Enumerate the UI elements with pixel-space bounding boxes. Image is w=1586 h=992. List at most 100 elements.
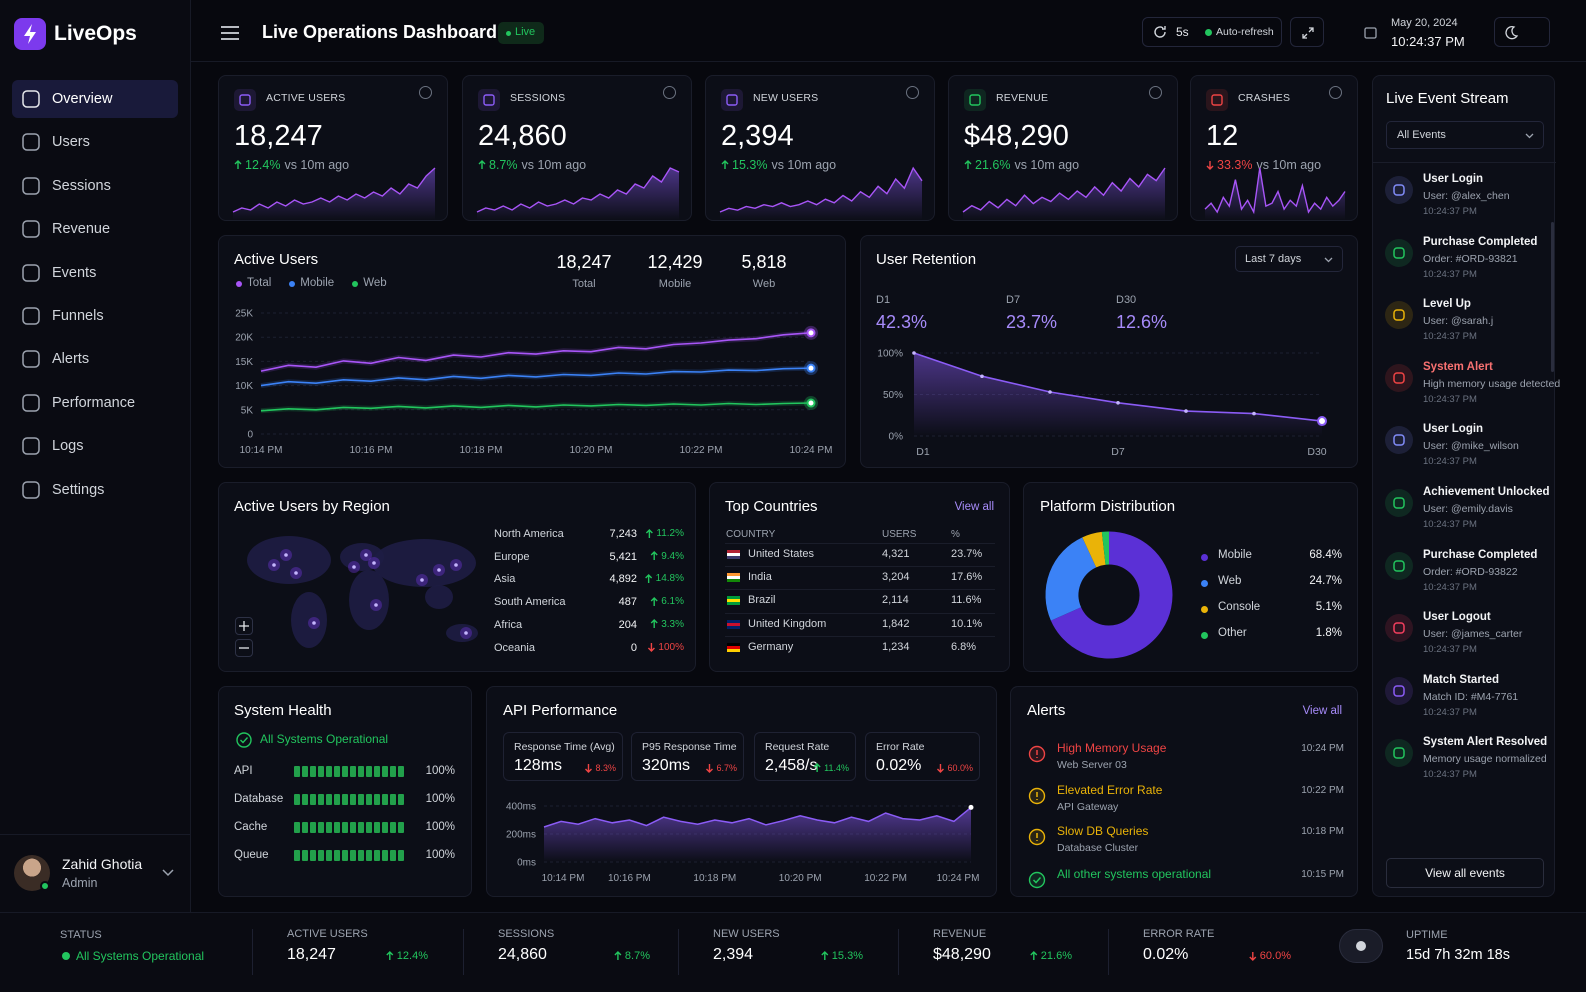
view-all-events-button[interactable]: View all events xyxy=(1386,858,1544,888)
card: Alerts View all High Memory Usage Web Serve… xyxy=(1010,686,1358,897)
event-icon xyxy=(1385,551,1413,580)
hotspot xyxy=(420,578,424,582)
hotspot xyxy=(464,631,468,635)
nav-item[interactable]: Logs xyxy=(12,427,178,465)
nav-icon xyxy=(22,437,40,455)
change-value: 21.6% xyxy=(1040,950,1072,962)
chart-canvas xyxy=(1028,745,1046,763)
country-cell: 10.1% xyxy=(951,617,983,630)
x-tick-label: 10:14 PM xyxy=(542,873,585,884)
region-name: Europe xyxy=(494,550,530,563)
change: 9.4% xyxy=(650,551,684,562)
alert-icon-mark xyxy=(1032,876,1042,884)
zoom-button[interactable] xyxy=(235,617,253,635)
chart-canvas xyxy=(239,647,249,649)
range-dropdown[interactable]: Last 7 days xyxy=(1235,246,1343,272)
refresh-interval: 5s xyxy=(1176,25,1189,39)
trend-arrow xyxy=(964,160,972,169)
calendar-icon xyxy=(1364,27,1377,39)
stat-label: SESSIONS xyxy=(498,928,555,940)
theme-toggle[interactable] xyxy=(1494,17,1550,47)
nav-item[interactable]: Alerts xyxy=(12,340,178,378)
nav-item[interactable]: Funnels xyxy=(12,297,178,335)
health-segment xyxy=(358,822,364,833)
nav-item[interactable]: Performance xyxy=(12,384,178,422)
moon-icon xyxy=(1505,26,1519,40)
kpi-icon xyxy=(964,89,986,111)
card-title: System Health xyxy=(234,702,332,719)
kpi-note: vs 10m ago xyxy=(1256,158,1322,172)
health-segment xyxy=(318,794,324,805)
arrow-shape xyxy=(1249,952,1257,961)
y-tick-label: 200ms xyxy=(506,830,536,841)
flag-stripe xyxy=(727,579,740,583)
region-value: 487 xyxy=(618,596,637,609)
summary-value: 12,429 xyxy=(647,252,703,272)
flag-stripe xyxy=(727,645,740,649)
chevron xyxy=(1324,257,1333,263)
card: System Health All Systems Operational API 1… xyxy=(218,686,472,897)
zoom-button[interactable] xyxy=(235,639,253,657)
service-value: 100% xyxy=(425,793,455,805)
flag-stripe xyxy=(727,619,740,623)
flag-stripe xyxy=(727,622,740,626)
view-all-link[interactable]: View all xyxy=(954,501,994,513)
fullscreen-button[interactable] xyxy=(1290,17,1324,47)
alert-source: API Gateway xyxy=(1057,801,1119,813)
event-icon-shape xyxy=(1393,497,1405,509)
flag-stripe xyxy=(727,576,740,580)
hotspot xyxy=(312,621,316,625)
nav-item[interactable]: Sessions xyxy=(12,167,178,205)
continent xyxy=(349,570,389,630)
divider xyxy=(463,929,464,975)
country-cell: 2,114 xyxy=(882,594,909,607)
event-filter[interactable]: All Events xyxy=(1386,121,1544,149)
nav-item[interactable]: Revenue xyxy=(12,210,178,248)
nav-item[interactable]: Settings xyxy=(12,471,178,509)
alert-icon xyxy=(1028,871,1046,889)
divider xyxy=(0,834,191,835)
country-cell: India xyxy=(748,571,772,584)
arrow-shape xyxy=(705,764,713,773)
legend-dot xyxy=(1201,632,1208,639)
status-label: STATUS xyxy=(60,929,102,941)
health-segment xyxy=(350,794,356,805)
nav-icon xyxy=(22,220,40,238)
x-tick-label: 10:22 PM xyxy=(864,873,907,884)
nav-item[interactable]: Overview xyxy=(12,80,178,118)
health-segment xyxy=(302,794,308,805)
point xyxy=(980,374,984,379)
value-label: 5.1% xyxy=(1315,601,1342,613)
stat-label: ERROR RATE xyxy=(1143,928,1215,940)
event-icon xyxy=(1385,426,1413,455)
change: 8.7% xyxy=(614,950,650,962)
arrow-shape xyxy=(584,764,592,773)
change-value: 15.3% xyxy=(831,950,863,962)
health-segment xyxy=(310,822,316,833)
legend-dot xyxy=(352,281,359,287)
change-value: 60.0% xyxy=(1259,950,1291,962)
change: 6.7% xyxy=(705,763,737,773)
arrow-shape xyxy=(964,160,972,169)
change-value: 15.3% xyxy=(732,158,768,172)
region-name: Africa xyxy=(494,618,523,631)
event-detail: Order: #ORD-93821 xyxy=(1423,252,1518,265)
country-cell: 6.8% xyxy=(951,640,977,653)
legend-label: Total xyxy=(247,277,272,289)
country-cell: United States xyxy=(748,548,815,560)
nav-item[interactable]: Users xyxy=(12,123,178,161)
chevron xyxy=(162,869,174,877)
chart-canvas xyxy=(1393,309,1405,321)
nav-item[interactable]: Events xyxy=(12,254,178,292)
series-line xyxy=(260,402,812,412)
chart-canvas xyxy=(239,621,249,631)
health-segment xyxy=(334,850,340,861)
health-segment xyxy=(294,794,300,805)
change-value: 6.7% xyxy=(716,763,737,773)
stat-value: 2,394 xyxy=(713,946,754,963)
refresh-control[interactable]: 5s Auto-refresh xyxy=(1142,17,1282,47)
view-all-link[interactable]: View all xyxy=(1302,705,1342,717)
endpoint xyxy=(806,398,816,408)
health-segment xyxy=(302,850,308,861)
card-title: API Performance xyxy=(503,702,618,719)
